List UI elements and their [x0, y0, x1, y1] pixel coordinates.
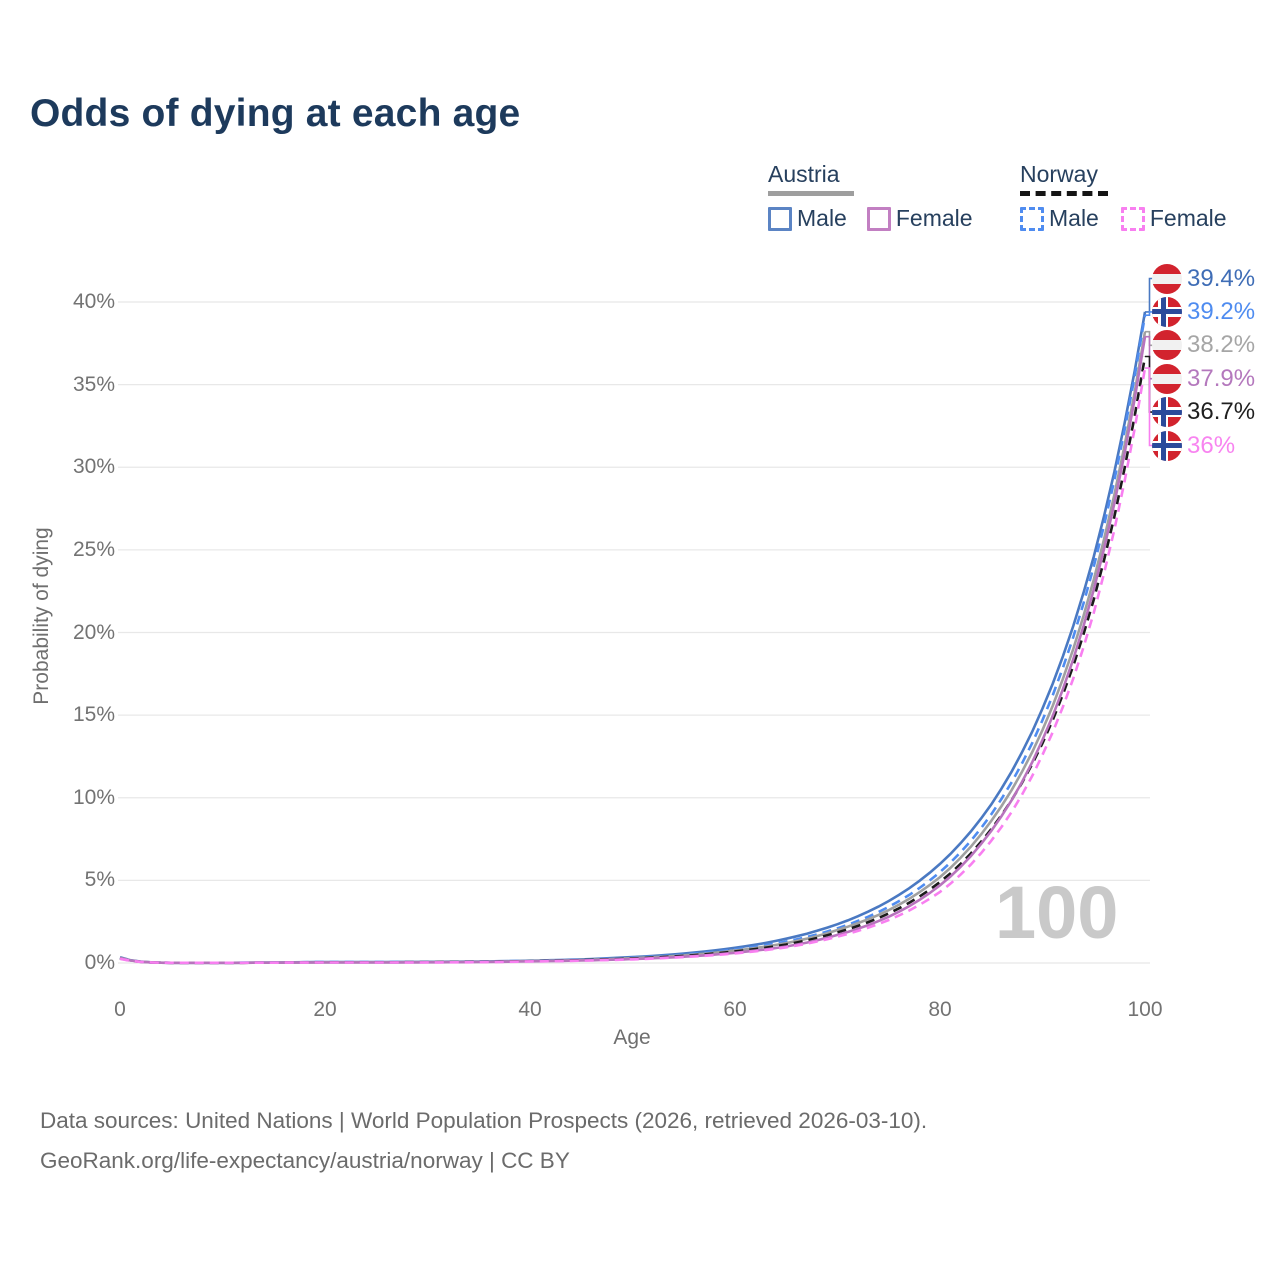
y-tick-20: 20% — [72, 620, 115, 644]
y-tick-5: 5% — [84, 868, 115, 892]
end-label-row-austria-female: 37.9% — [1152, 362, 1255, 395]
norway-flag-icon — [1152, 296, 1182, 327]
legend-austria-total-toggle[interactable]: Austria — [768, 161, 973, 197]
x-tick-40: 40 — [518, 998, 542, 1021]
end-label-value-austria-female: 37.9% — [1187, 364, 1256, 392]
austria-flag-icon — [1152, 330, 1182, 361]
end-label-row-norway-total: 36.7% — [1152, 396, 1255, 429]
attribution-note: GeoRank.org/life-expectancy/austria/norw… — [40, 1148, 570, 1173]
norway-female-checkbox[interactable] — [1120, 206, 1145, 231]
norway-female-label: Female — [1149, 205, 1227, 232]
austria-flag-icon — [1152, 263, 1182, 294]
norway-male-label: Male — [1049, 205, 1099, 232]
y-tick-30: 30% — [72, 455, 115, 479]
y-tick-40: 40% — [72, 290, 115, 313]
end-label-value-norway-total: 36.7% — [1187, 398, 1256, 426]
end-label-value-austria-male: 39.4% — [1187, 264, 1256, 292]
legend-norway-total-toggle[interactable]: Norway — [1020, 161, 1227, 197]
norway-flag-icon — [1152, 397, 1182, 428]
austria-solid-line-sample — [768, 191, 854, 197]
x-tick-100: 100 — [1127, 998, 1163, 1021]
end-label-row-austria-total: 38.2% — [1152, 329, 1255, 362]
series-line-austria-male — [119, 311, 1147, 965]
y-tick-25: 25% — [72, 537, 115, 561]
series-line-norway-total — [119, 356, 1147, 965]
legend-norway-title: Norway — [1020, 161, 1098, 187]
series-line-austria-total — [119, 331, 1147, 965]
x-tick-20: 20 — [313, 998, 337, 1021]
austria-flag-icon — [1152, 363, 1182, 394]
y-tick-10: 10% — [72, 785, 115, 809]
norway-dashed-line-sample — [1020, 191, 1108, 197]
leader-line-norway-female — [1145, 367, 1154, 447]
end-label-row-norway-female: 36% — [1152, 429, 1235, 462]
legend-norway-female[interactable]: Female — [1120, 205, 1227, 232]
x-tick-80: 80 — [928, 998, 952, 1021]
austria-female-label: Female — [895, 205, 973, 232]
norway-male-checkbox[interactable] — [1020, 206, 1044, 231]
end-label-row-austria-male: 39.4% — [1152, 262, 1255, 295]
data-sources-note: Data sources: United Nations | World Pop… — [40, 1108, 928, 1133]
legend-group-austria: Austria Male Female — [768, 161, 973, 232]
end-label-value-austria-total: 38.2% — [1187, 331, 1256, 359]
legend-group-norway: Norway Male Female — [1020, 161, 1227, 232]
legend-austria-female[interactable]: Female — [866, 205, 973, 232]
legend-norway-male[interactable]: Male — [1020, 205, 1099, 232]
end-label-value-norway-female: 36% — [1187, 431, 1236, 459]
x-tick-0: 0 — [114, 998, 126, 1021]
y-tick-35: 35% — [72, 372, 115, 396]
legend-austria-title: Austria — [768, 161, 840, 187]
austria-female-checkbox[interactable] — [866, 206, 891, 231]
leader-line-norway-male — [1145, 311, 1154, 316]
x-axis-title: Age — [613, 1026, 651, 1049]
leader-line-austria-male — [1145, 277, 1154, 313]
end-label-row-norway-male: 39.2% — [1152, 295, 1255, 328]
y-tick-0: 0% — [84, 951, 115, 974]
series-line-norway-female — [119, 367, 1147, 965]
austria-male-label: Male — [797, 205, 847, 232]
series-line-austria-female — [119, 336, 1147, 965]
age-watermark: 100 — [995, 871, 1119, 954]
legend-austria-male[interactable]: Male — [768, 205, 847, 232]
series-line-norway-male — [119, 314, 1147, 965]
page-title: Odds of dying at each age — [30, 92, 521, 135]
x-tick-60: 60 — [723, 998, 747, 1021]
austria-male-checkbox[interactable] — [768, 206, 792, 231]
y-tick-15: 15% — [72, 703, 115, 727]
end-label-value-norway-male: 39.2% — [1187, 297, 1256, 325]
norway-flag-icon — [1152, 430, 1182, 461]
